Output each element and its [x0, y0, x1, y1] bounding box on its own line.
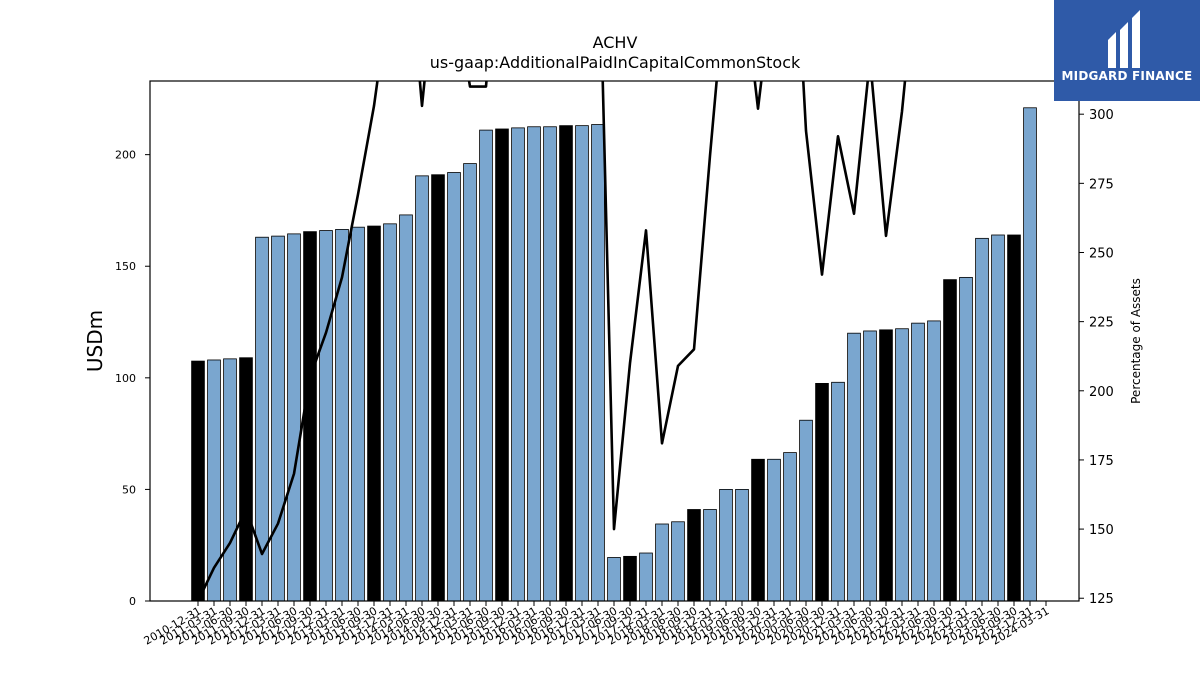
y-axis-right: 125 150 175 200 225 250 275 300 [1079, 108, 1114, 607]
y-tick-label: 0 [129, 595, 136, 608]
y-tick-label: 150 [115, 260, 136, 273]
bar-2013-12-31 [383, 223, 397, 602]
bar-2017-03-31 [591, 124, 605, 602]
bar-2017-09-30 [623, 555, 637, 602]
y2-tick-label: 275 [1089, 177, 1114, 192]
bar-2014-09-30 [431, 174, 445, 602]
midgard-logo-icon [1108, 10, 1140, 68]
bar-2012-12-31 [319, 230, 333, 602]
chart-subtitle: us-gaap:AdditionalPaidInCapitalCommonSto… [430, 53, 801, 72]
logo-text: MIDGARD FINANCE [1061, 69, 1193, 83]
bar-2015-06-30 [479, 129, 493, 602]
bar-2023-03-31 [975, 237, 989, 602]
bar-2012-03-31 [271, 235, 285, 602]
bar-2015-03-31 [463, 163, 477, 602]
chart-title: ACHV [593, 33, 638, 52]
bar-2019-09-30 [751, 458, 765, 602]
bar-2020-12-31 [831, 381, 845, 602]
bar-2018-03-31 [655, 523, 669, 602]
bar-2018-12-31 [703, 509, 717, 602]
y2-tick-label: 175 [1089, 454, 1114, 469]
bar-2014-03-31 [399, 214, 413, 602]
bar-2016-09-30 [559, 125, 573, 602]
bar-2021-09-30 [879, 329, 893, 602]
bar-2013-03-31 [335, 229, 349, 602]
percentage-line [196, 81, 907, 601]
bar-2021-03-31 [847, 332, 861, 602]
bar-2021-06-30 [863, 330, 877, 602]
bar-2019-12-31 [767, 458, 781, 602]
bar-2014-06-30 [415, 175, 429, 602]
bar-2022-12-31 [959, 276, 973, 602]
bar-2016-06-30 [543, 126, 557, 602]
bar-2022-09-30 [943, 279, 957, 602]
line-group [196, 81, 907, 601]
bar-2011-03-31 [207, 359, 221, 602]
y2-tick-label: 250 [1089, 246, 1114, 261]
bar-2015-09-30 [495, 128, 509, 602]
y-tick-label: 100 [115, 372, 136, 385]
y-axis-label: USDm [83, 310, 107, 372]
bar-2018-09-30 [687, 509, 701, 602]
bar-2020-06-30 [799, 419, 813, 602]
bar-2022-06-30 [927, 320, 941, 602]
bar-2020-03-31 [783, 452, 797, 602]
brand-logo: MIDGARD FINANCE [1054, 0, 1200, 101]
bar-2016-03-31 [527, 126, 541, 602]
bar-2012-09-30 [303, 231, 317, 602]
bar-2020-09-30 [815, 382, 829, 602]
bar-2019-03-31 [719, 489, 733, 602]
y2-axis-label: Percentage of Assets [1129, 278, 1143, 404]
y2-tick-label: 150 [1089, 523, 1114, 538]
y2-tick-label: 300 [1089, 108, 1114, 123]
bar-2013-06-30 [351, 226, 365, 602]
bar-2013-09-30 [367, 225, 381, 602]
bar-2014-12-31 [447, 172, 461, 602]
y-tick-label: 200 [115, 149, 136, 162]
y2-tick-label: 125 [1089, 592, 1114, 607]
bar-2022-03-31 [911, 322, 925, 602]
bar-2023-06-30 [991, 234, 1005, 602]
bar-2017-06-30 [607, 557, 621, 602]
bar-2021-12-31 [895, 328, 909, 602]
bar-2016-12-31 [575, 125, 589, 602]
bar-2017-12-31 [639, 552, 653, 602]
y2-tick-label: 200 [1089, 385, 1114, 400]
bar-2012-06-30 [287, 233, 301, 602]
bar-2019-06-30 [735, 489, 749, 602]
bar-2010-12-31 [191, 360, 205, 602]
y-tick-label: 50 [122, 483, 136, 496]
x-axis: 2010-12-312011-03-312011-06-302011-09-30… [142, 601, 1052, 648]
bar-2015-12-31 [511, 127, 525, 602]
y2-tick-label: 225 [1089, 316, 1114, 331]
bar-2018-06-30 [671, 521, 685, 602]
bar-2011-06-30 [223, 358, 237, 602]
bar-2011-09-30 [239, 357, 253, 602]
y-axis-left: 0 50 100 150 200 [115, 149, 150, 608]
bar-2023-12-31 [1023, 107, 1037, 602]
bar-2023-09-30 [1007, 234, 1021, 602]
